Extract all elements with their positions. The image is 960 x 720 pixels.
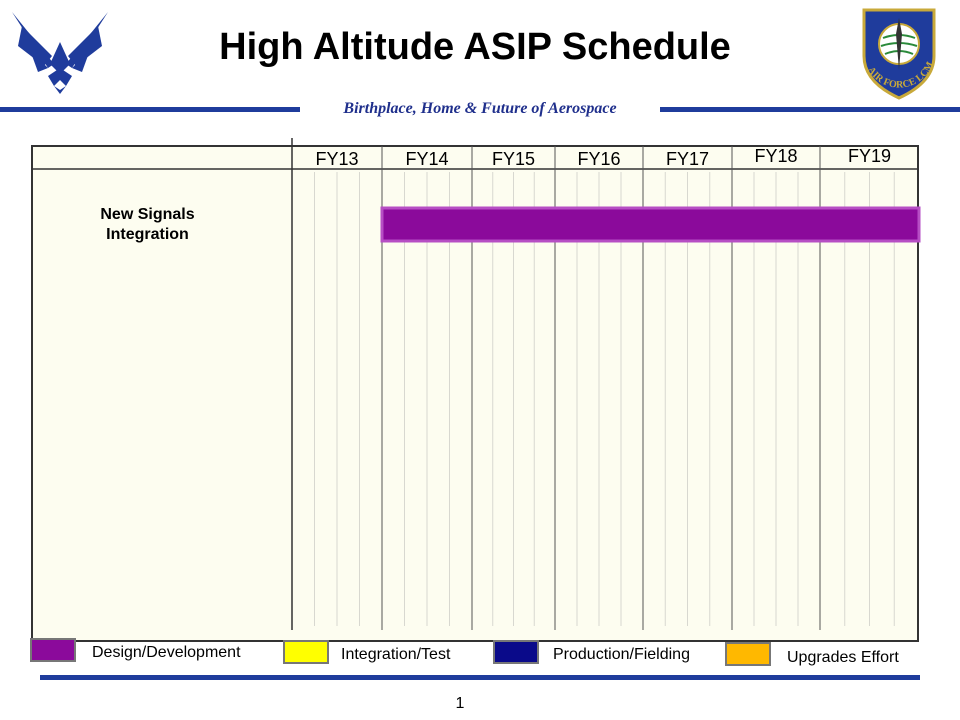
task-bar-0: [380, 206, 921, 243]
page-number: 1: [455, 695, 465, 712]
schedule-chart: FY13 FY14 FY15 FY16 FY17 FY18 FY19: [31, 138, 921, 630]
legend-swatch-integration-test: [283, 640, 329, 664]
legend-swatch-production-fielding: [493, 640, 539, 664]
air-force-symbol-logo: [8, 6, 112, 96]
legend-swatch-upgrades-effort: [725, 642, 771, 666]
legend-label-integration-test: Integration/Test: [341, 646, 451, 663]
fy-label-fy19: FY19: [848, 146, 891, 166]
header-rule-left: [0, 107, 300, 112]
air-force-lcmc-seal: AIR FORCE LCMC: [846, 0, 948, 102]
legend-label-upgrades-effort: Upgrades Effort: [787, 649, 899, 666]
air-force-lcmc-seal-icon: AIR FORCE LCMC: [846, 0, 936, 100]
legend-label-design-development: Design/Development: [92, 644, 241, 661]
fy-label-fy17: FY17: [666, 149, 709, 169]
fy-label-fy14: FY14: [405, 149, 448, 169]
fy-label-fy13: FY13: [315, 149, 358, 169]
fy-label-fy16: FY16: [577, 149, 620, 169]
legend-label-production-fielding: Production/Fielding: [553, 646, 690, 663]
header-rule-right: [660, 107, 960, 112]
slide-title: High Altitude ASIP Schedule: [219, 26, 731, 68]
air-force-symbol-icon: [12, 12, 108, 94]
footer-rule: [40, 675, 920, 680]
fy-label-fy18: FY18: [754, 146, 797, 166]
slide-subtitle: Birthplace, Home & Future of Aerospace: [343, 100, 617, 117]
legend-swatch-design-development: [30, 638, 76, 662]
task-label-new-signals-integration: New Signals Integration: [100, 206, 195, 243]
fy-label-fy15: FY15: [492, 149, 535, 169]
